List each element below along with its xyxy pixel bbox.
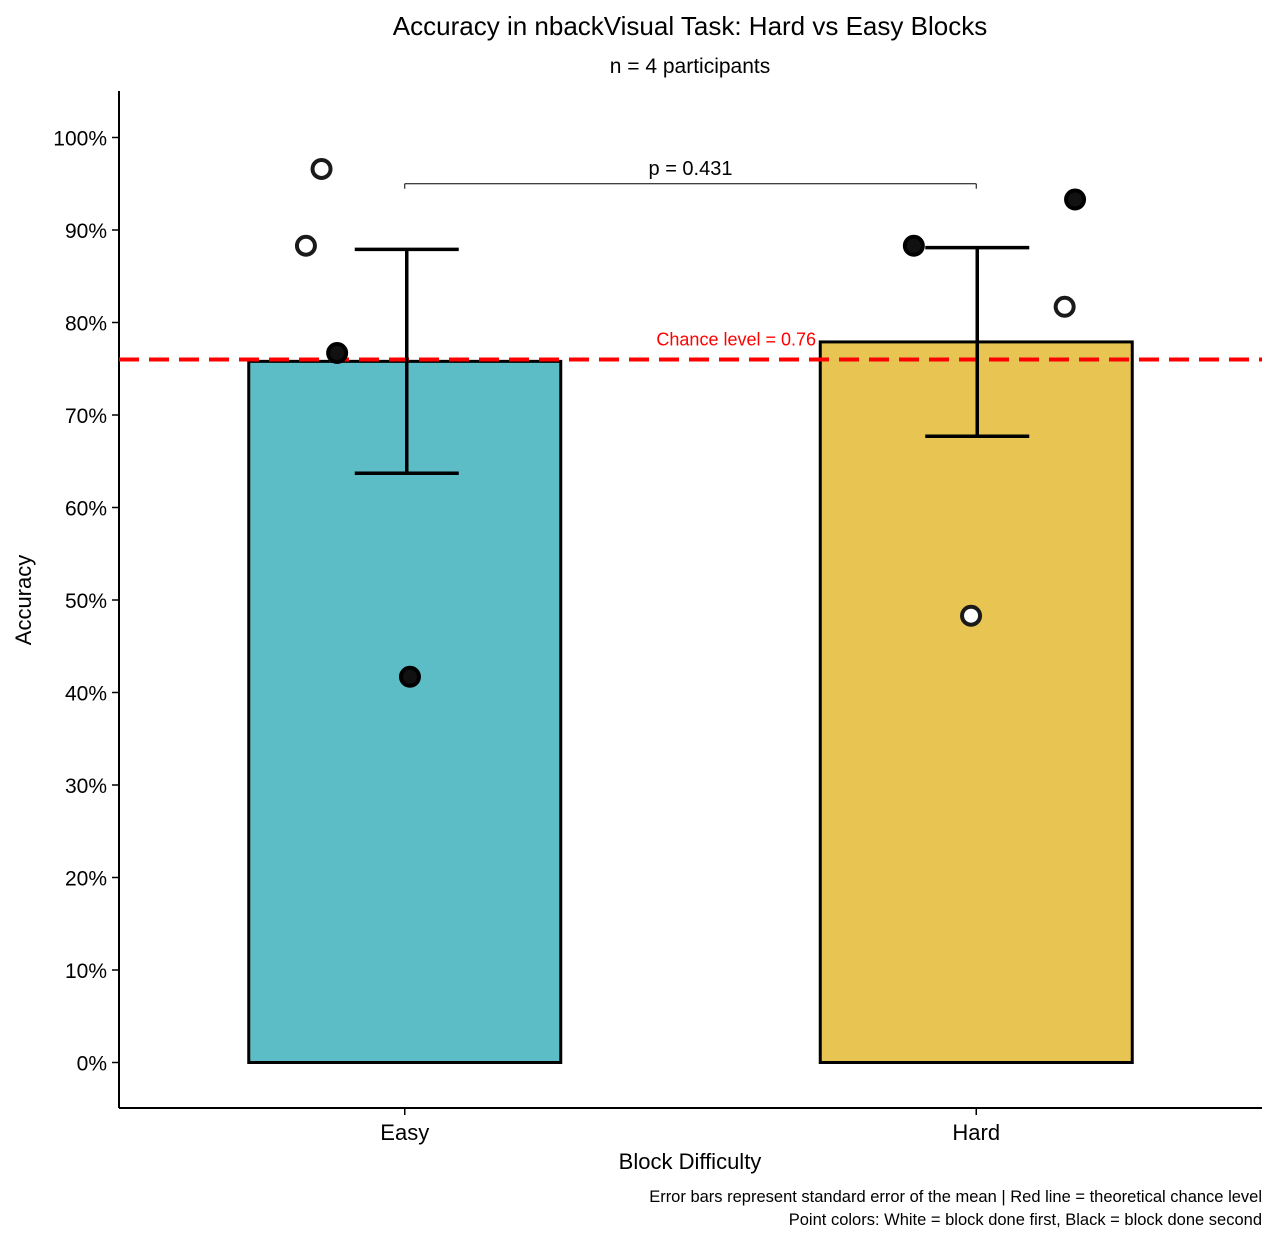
caption-line-2: Point colors: White = block done first, … bbox=[789, 1211, 1262, 1229]
y-tick-label: 60% bbox=[65, 498, 107, 521]
participant-point bbox=[960, 604, 983, 627]
y-axis-label: Accuracy bbox=[11, 555, 36, 645]
y-tick-label: 80% bbox=[65, 313, 107, 336]
plot-area: 0% 10% 20% 30% 40% 50% 60% 70% 80% 90% 100% Easy Har… bbox=[53, 91, 1262, 1145]
y-tick-label: 40% bbox=[65, 683, 107, 706]
y-tick-label: 0% bbox=[77, 1053, 107, 1076]
bar-hard bbox=[818, 340, 1134, 1064]
participant-point bbox=[294, 234, 317, 257]
p-value-label: p = 0.431 bbox=[649, 158, 733, 180]
participant-point bbox=[1064, 188, 1087, 211]
bar-easy bbox=[247, 359, 563, 1065]
y-tick-label: 20% bbox=[65, 868, 107, 891]
y-tick-label: 70% bbox=[65, 405, 107, 428]
caption-line-1: Error bars represent standard error of t… bbox=[649, 1188, 1262, 1206]
y-tick-label: 100% bbox=[53, 128, 107, 151]
chart-subtitle: n = 4 participants bbox=[610, 55, 771, 78]
chance-level-label: Chance level = 0.76 bbox=[656, 330, 816, 350]
participant-point bbox=[1053, 295, 1076, 318]
participant-point bbox=[310, 157, 333, 180]
chart-title: Accuracy in nbackVisual Task: Hard vs Ea… bbox=[393, 11, 987, 41]
y-tick-label: 50% bbox=[65, 590, 107, 613]
x-tick-label: Easy bbox=[380, 1120, 429, 1145]
y-tick-label: 30% bbox=[65, 775, 107, 798]
x-axis-label: Block Difficulty bbox=[619, 1149, 762, 1174]
x-tick-label: Hard bbox=[952, 1120, 1000, 1145]
participant-point bbox=[326, 342, 349, 365]
y-tick-label: 90% bbox=[65, 220, 107, 243]
participant-point bbox=[398, 665, 421, 688]
y-tick-label: 10% bbox=[65, 960, 107, 983]
participant-point bbox=[902, 234, 925, 257]
